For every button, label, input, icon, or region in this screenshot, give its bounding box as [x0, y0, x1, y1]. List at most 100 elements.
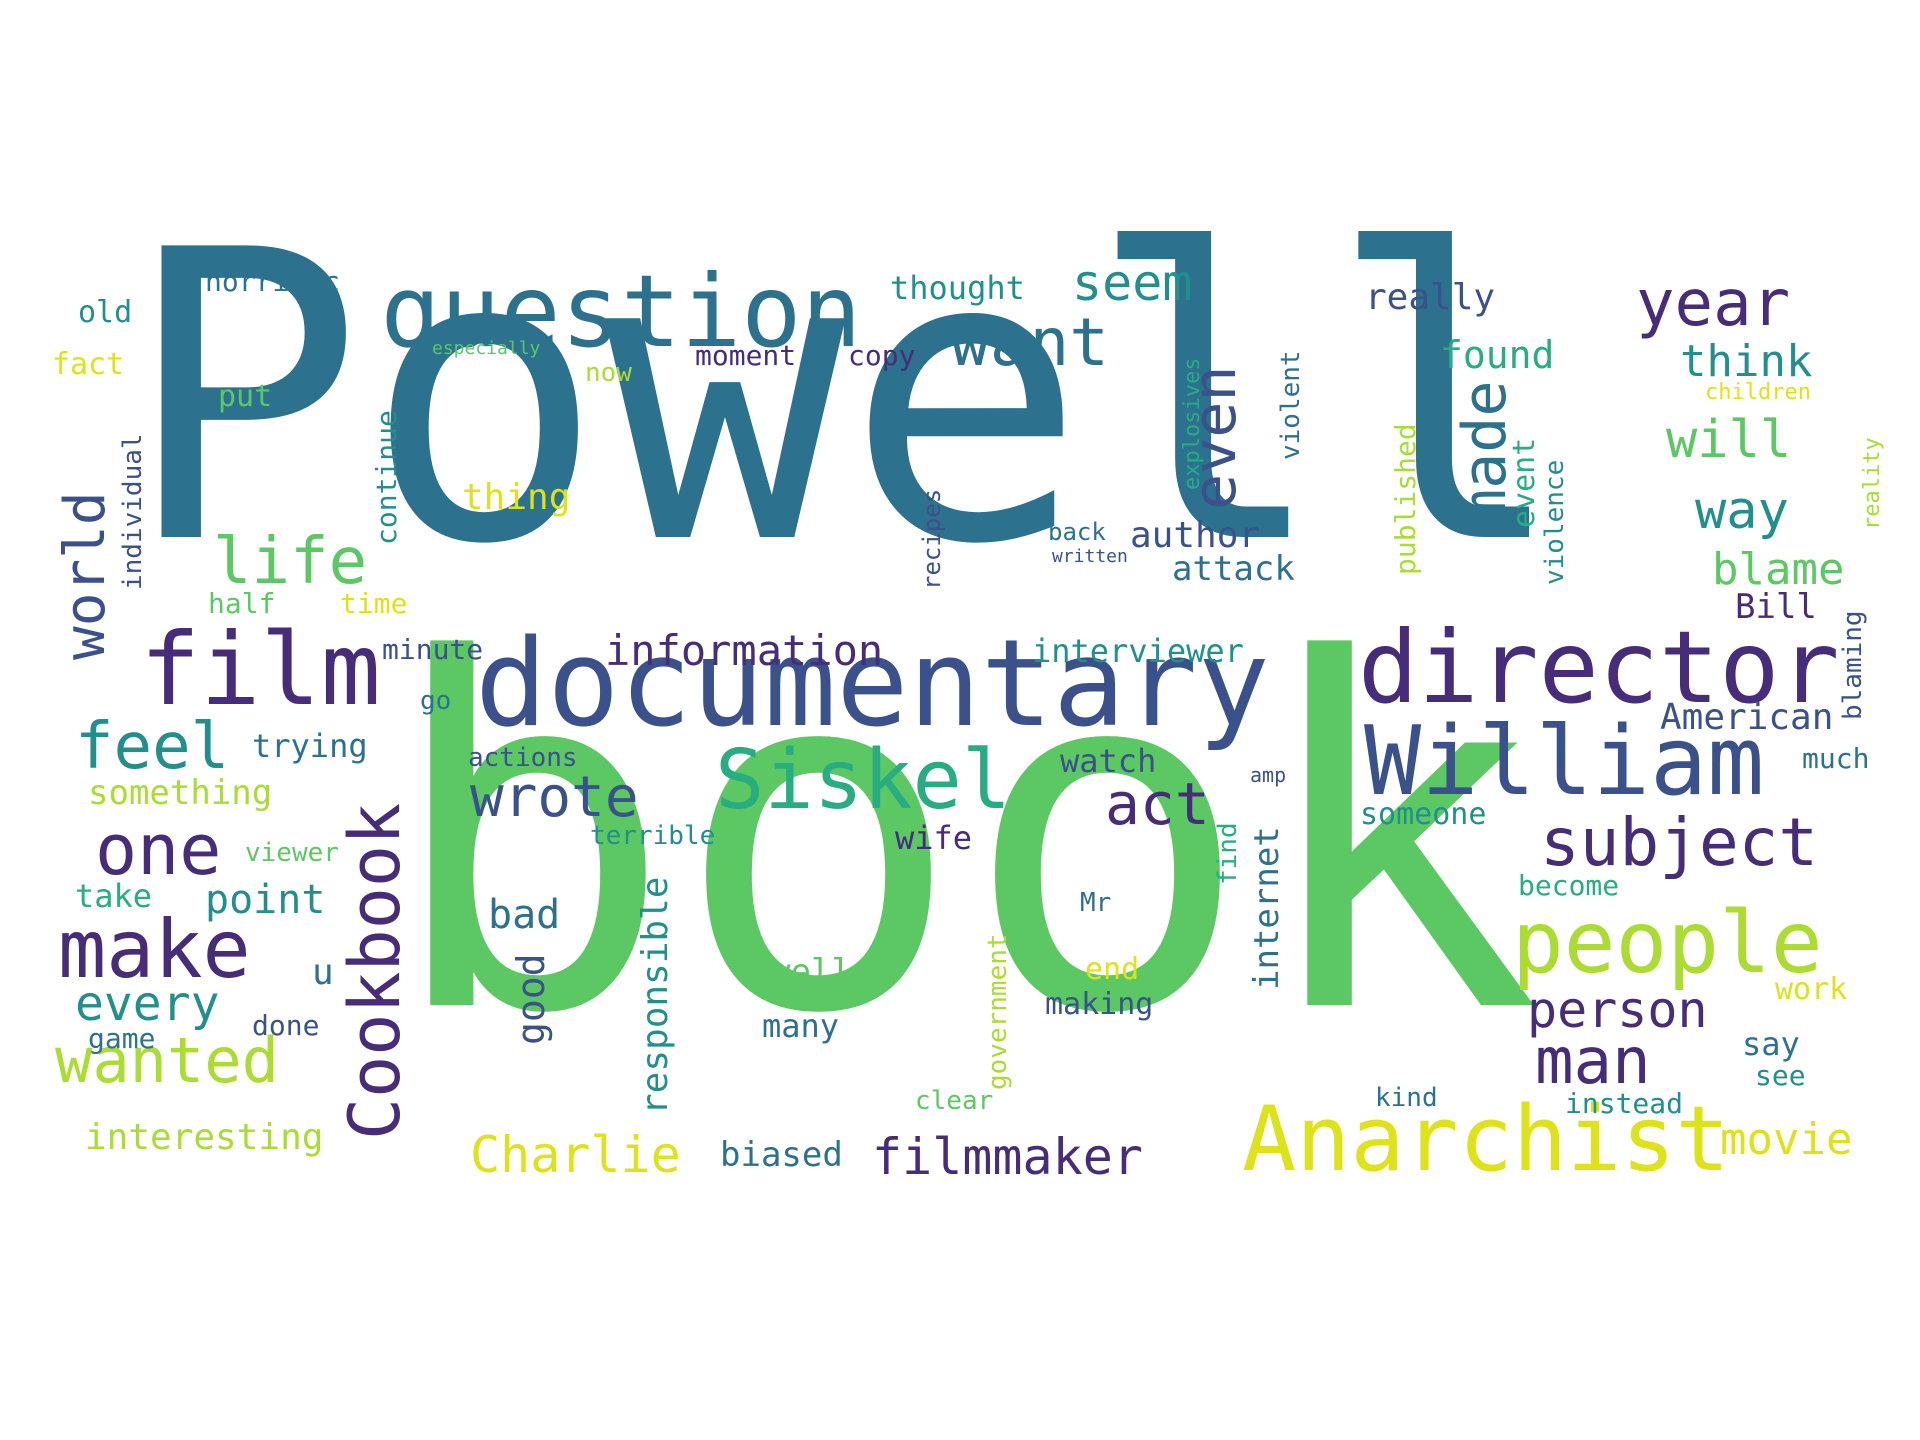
word-written: written [1052, 546, 1128, 567]
word-making: making [1045, 987, 1154, 1022]
word-life: life [213, 525, 368, 599]
word-mr: Mr [1080, 888, 1112, 918]
word-half: half [208, 587, 276, 620]
word-many: many [762, 1007, 840, 1045]
word-bad: bad [488, 892, 561, 938]
word-thing: thing [462, 477, 571, 518]
word-director: director [1358, 609, 1840, 726]
word-instead: instead [1565, 1087, 1684, 1120]
word-movie: movie [1720, 1114, 1853, 1165]
word-anarchist: Anarchist [1242, 1087, 1730, 1192]
word-subject: subject [1540, 804, 1819, 881]
word-see: see [1755, 1059, 1806, 1092]
word-clear: clear [915, 1086, 994, 1116]
word-kind: kind [1375, 1083, 1438, 1113]
word-world: world [53, 491, 118, 660]
word-year: year [1636, 267, 1791, 341]
word-actions: actions [468, 743, 578, 773]
word-say: say [1742, 1025, 1800, 1063]
word-feel: feel [75, 710, 230, 784]
word-made: made [1450, 380, 1520, 526]
word-amp: amp [1250, 763, 1287, 787]
word-blaming: blaming [1838, 610, 1868, 720]
word-wrote: wrote [470, 765, 639, 830]
word-something: something [88, 773, 273, 813]
word-children: children [1705, 380, 1811, 405]
word-take: take [75, 877, 153, 915]
word-american: American [1660, 697, 1834, 738]
word-viewer: viewer [245, 838, 339, 868]
word-author: author [1130, 515, 1261, 556]
word-event: event [1507, 437, 1542, 528]
word-biased: biased [720, 1135, 843, 1175]
word-especially: especially [432, 338, 541, 359]
word-way: way [1695, 481, 1789, 541]
word-interesting: interesting [85, 1117, 324, 1158]
word-thought: thought [890, 269, 1025, 307]
word-find: find [1213, 822, 1243, 885]
word-information: information [605, 626, 884, 675]
word-point: point [205, 877, 326, 923]
word-government: government [983, 933, 1013, 1090]
word-wife: wife [895, 819, 973, 857]
word-attack: attack [1172, 549, 1295, 589]
word-go: go [420, 686, 452, 716]
word-blame: blame [1712, 544, 1845, 595]
word-really: really [1365, 277, 1496, 318]
word-time: time [340, 587, 408, 620]
word-bill: Bill [1735, 587, 1817, 627]
word-watch: watch [1060, 742, 1157, 780]
word-game: game [88, 1022, 156, 1055]
word-want: want [950, 304, 1109, 381]
word-published: published [1389, 423, 1422, 575]
word-u: u [312, 952, 334, 993]
word-individual: individual [118, 433, 148, 590]
word-explosives: explosives [1180, 357, 1205, 490]
word-copy: copy [848, 339, 916, 372]
word-violence: violence [1540, 459, 1570, 585]
word-terrible: terrible [590, 821, 716, 851]
word-act: act [1105, 770, 1210, 838]
word-work: work [1775, 972, 1848, 1007]
word-recipes: recipes [918, 488, 946, 590]
word-make: make [58, 903, 251, 996]
word-will: will [1666, 410, 1792, 470]
word-much: much [1802, 742, 1870, 775]
word-one: one [95, 809, 222, 891]
word-charlie: Charlie [470, 1126, 681, 1184]
word-internet: internet [1247, 826, 1287, 990]
word-man: man [1535, 1025, 1651, 1099]
word-someone: someone [1360, 797, 1487, 832]
word-back: back [1048, 518, 1106, 546]
word-book: book [385, 560, 1541, 1119]
word-found: found [1440, 333, 1555, 377]
word-fact: fact [52, 347, 125, 382]
word-put: put [218, 379, 273, 414]
word-wanted: wanted [55, 1024, 279, 1097]
word-interviewer: interviewer [1032, 632, 1244, 670]
word-reality: reality [1860, 437, 1885, 530]
word-william: William [1364, 707, 1765, 817]
word-every: every [75, 976, 220, 1032]
word-cookbook: Cookbook [334, 802, 416, 1140]
word-moment: moment [695, 339, 797, 372]
word-question: question [380, 253, 862, 370]
word-continue: continue [370, 410, 403, 545]
word-documentary: documentary [475, 615, 1270, 754]
word-siskel: Siskel [715, 733, 1012, 828]
word-trying: trying [252, 727, 368, 765]
word-seem: seem [1072, 254, 1193, 312]
word-violent: violent [1276, 350, 1306, 460]
word-become: become [1518, 869, 1620, 902]
word-end: end [1085, 952, 1140, 987]
word-old: old [78, 295, 133, 330]
word-filmmaker: filmmaker [872, 1128, 1143, 1186]
word-done: done [252, 1009, 320, 1042]
word-now: now [585, 358, 632, 388]
word-powell: Powell [123, 167, 1568, 632]
word-well: well [770, 952, 852, 992]
word-think: think [1680, 336, 1813, 387]
word-good: good [509, 953, 553, 1045]
word-film: film [140, 611, 381, 728]
